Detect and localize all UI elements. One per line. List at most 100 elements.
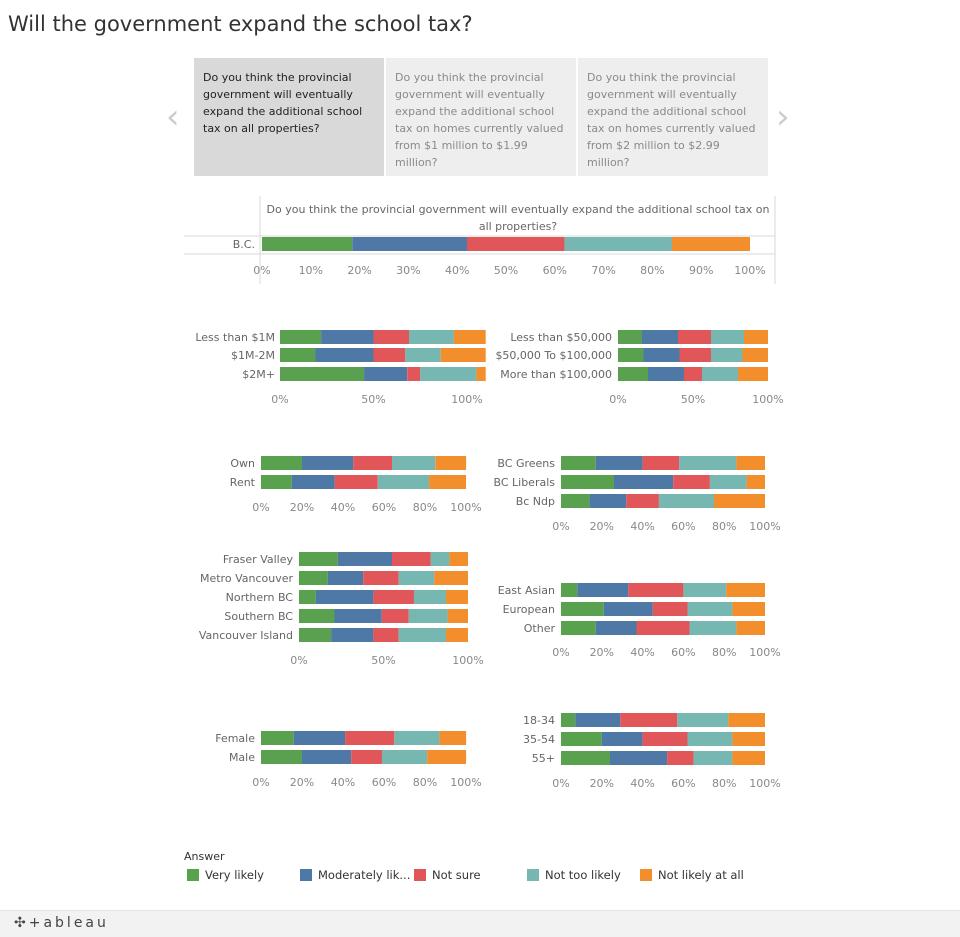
value-bar-segment[interactable]: [440, 348, 486, 362]
ethnicity-bar-segment[interactable]: [736, 621, 765, 635]
party-bar-segment[interactable]: [658, 494, 714, 508]
gender-bar-segment[interactable]: [261, 750, 302, 764]
value-bar-segment[interactable]: [364, 367, 408, 381]
ethnicity-bar-segment[interactable]: [687, 602, 733, 616]
region-bar-segment[interactable]: [449, 552, 468, 566]
party-bar-segment[interactable]: [709, 475, 747, 489]
legend-not-sure[interactable]: Not sure: [414, 868, 481, 882]
tenure-bar-segment[interactable]: [302, 456, 354, 470]
region-bar-segment[interactable]: [327, 571, 364, 585]
ethnicity-bar-segment[interactable]: [683, 583, 727, 597]
value-bar-segment[interactable]: [373, 348, 406, 362]
gender-bar-segment[interactable]: [302, 750, 352, 764]
gender-bar-segment[interactable]: [381, 750, 427, 764]
income-bar-segment[interactable]: [648, 367, 684, 381]
party-bar-segment[interactable]: [561, 475, 614, 489]
region-bar-segment[interactable]: [398, 628, 446, 642]
ethnicity-bar-segment[interactable]: [726, 583, 765, 597]
tenure-bar-segment[interactable]: [261, 456, 302, 470]
ethnicity-bar-segment[interactable]: [561, 602, 604, 616]
income-bar-segment[interactable]: [684, 367, 702, 381]
age-bar-segment[interactable]: [561, 713, 576, 727]
region-bar-segment[interactable]: [299, 571, 328, 585]
region-bar-segment[interactable]: [408, 609, 448, 623]
ethnicity-bar-segment[interactable]: [689, 621, 737, 635]
party-bar-segment[interactable]: [626, 494, 659, 508]
region-bar-segment[interactable]: [373, 628, 399, 642]
tableau-logo[interactable]: ✣+ableau: [14, 915, 109, 931]
tenure-bar-segment[interactable]: [377, 475, 430, 489]
age-bar-segment[interactable]: [561, 732, 602, 746]
tenure-bar-segment[interactable]: [435, 456, 467, 470]
region-bar-segment[interactable]: [299, 628, 332, 642]
tenure-bar-segment[interactable]: [429, 475, 466, 489]
party-bar-segment[interactable]: [746, 475, 765, 489]
value-bar-segment[interactable]: [373, 330, 410, 344]
age-bar-segment[interactable]: [575, 713, 621, 727]
region-bar-segment[interactable]: [391, 552, 431, 566]
region-bar-segment[interactable]: [299, 552, 338, 566]
region-bar-segment[interactable]: [381, 609, 409, 623]
region-bar-segment[interactable]: [299, 590, 316, 604]
tenure-bar-segment[interactable]: [353, 456, 393, 470]
story-point-1[interactable]: Do you think the provincial government w…: [194, 58, 384, 176]
party-bar-segment[interactable]: [595, 456, 643, 470]
value-bar-segment[interactable]: [321, 330, 374, 344]
age-bar-segment[interactable]: [601, 732, 643, 746]
party-bar-segment[interactable]: [614, 475, 674, 489]
income-bar-segment[interactable]: [618, 348, 644, 362]
ethnicity-bar-segment[interactable]: [595, 621, 637, 635]
legend-not-likely-at-all[interactable]: Not likely at all: [640, 868, 744, 882]
age-bar-segment[interactable]: [687, 732, 733, 746]
age-bar-segment[interactable]: [732, 751, 765, 765]
ethnicity-bar-segment[interactable]: [628, 583, 684, 597]
value-bar-segment[interactable]: [280, 348, 316, 362]
gender-bar-segment[interactable]: [345, 731, 395, 745]
bc-bar-segment[interactable]: [262, 237, 353, 251]
tenure-bar-segment[interactable]: [334, 475, 378, 489]
gender-bar-segment[interactable]: [261, 731, 294, 745]
story-point-2[interactable]: Do you think the provincial government w…: [386, 58, 576, 176]
income-bar-segment[interactable]: [702, 367, 738, 381]
region-bar-segment[interactable]: [446, 628, 468, 642]
income-bar-segment[interactable]: [618, 330, 642, 344]
value-bar-segment[interactable]: [476, 367, 486, 381]
previous-story-point-button[interactable]: ‹: [166, 97, 180, 137]
ethnicity-bar-segment[interactable]: [732, 602, 765, 616]
legend-moderately-likely[interactable]: Moderately lik...: [300, 868, 410, 882]
region-bar-segment[interactable]: [434, 571, 468, 585]
value-bar-segment[interactable]: [280, 367, 365, 381]
party-bar-segment[interactable]: [561, 494, 590, 508]
ethnicity-bar-segment[interactable]: [577, 583, 629, 597]
party-bar-segment[interactable]: [673, 475, 710, 489]
value-bar-segment[interactable]: [407, 367, 421, 381]
region-bar-segment[interactable]: [430, 552, 450, 566]
story-point-3[interactable]: Do you think the provincial government w…: [578, 58, 768, 176]
income-bar-segment[interactable]: [679, 348, 712, 362]
income-bar-segment[interactable]: [642, 330, 678, 344]
tenure-bar-segment[interactable]: [261, 475, 292, 489]
value-bar-segment[interactable]: [315, 348, 374, 362]
ethnicity-bar-segment[interactable]: [561, 583, 578, 597]
age-bar-segment[interactable]: [732, 732, 765, 746]
gender-bar-segment[interactable]: [439, 731, 467, 745]
value-bar-segment[interactable]: [409, 330, 454, 344]
age-bar-segment[interactable]: [642, 732, 688, 746]
region-bar-segment[interactable]: [446, 590, 468, 604]
region-bar-segment[interactable]: [337, 552, 392, 566]
income-bar-segment[interactable]: [742, 348, 769, 362]
party-bar-segment[interactable]: [714, 494, 765, 508]
income-bar-segment[interactable]: [643, 348, 680, 362]
age-bar-segment[interactable]: [561, 751, 610, 765]
party-bar-segment[interactable]: [561, 456, 596, 470]
gender-bar-segment[interactable]: [351, 750, 382, 764]
region-bar-segment[interactable]: [413, 590, 446, 604]
income-bar-segment[interactable]: [711, 330, 744, 344]
value-bar-segment[interactable]: [280, 330, 322, 344]
region-bar-segment[interactable]: [299, 609, 335, 623]
age-bar-segment[interactable]: [728, 713, 765, 727]
region-bar-segment[interactable]: [334, 609, 382, 623]
income-bar-segment[interactable]: [738, 367, 768, 381]
income-bar-segment[interactable]: [744, 330, 768, 344]
gender-bar-segment[interactable]: [394, 731, 440, 745]
